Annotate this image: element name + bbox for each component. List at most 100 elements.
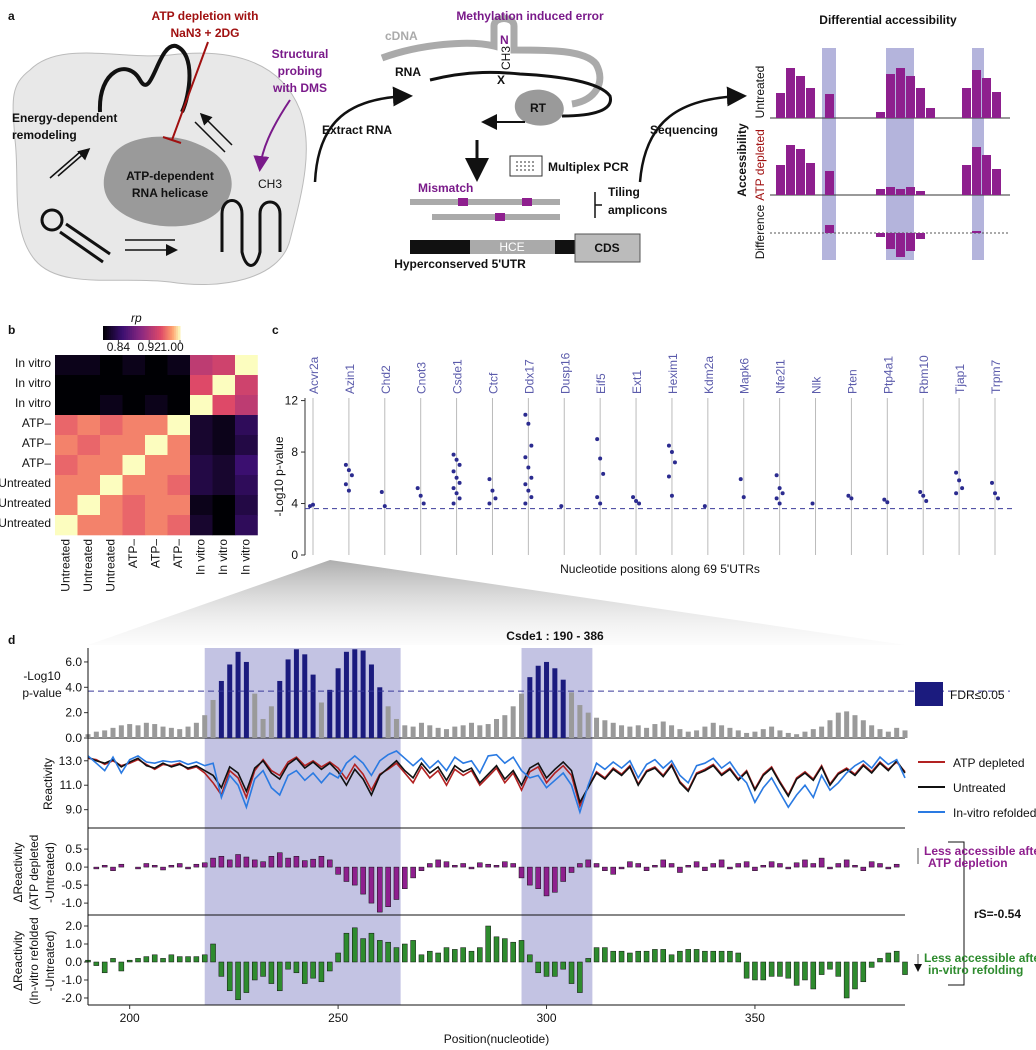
heatmap-cell	[77, 355, 101, 376]
point	[490, 488, 495, 493]
point	[598, 456, 603, 461]
bar	[251, 961, 258, 981]
bar	[226, 961, 233, 992]
heatmap-cell	[212, 455, 236, 476]
bar	[735, 730, 741, 738]
bar	[176, 956, 183, 963]
bar	[118, 961, 125, 972]
bar	[127, 724, 133, 738]
bar	[585, 712, 591, 738]
heatmap-cell	[77, 475, 101, 496]
label: with DMS	[272, 81, 327, 95]
colorbar-step	[137, 326, 141, 340]
gene-label: Dusp16	[558, 352, 572, 394]
bar	[235, 961, 241, 1001]
bar	[818, 961, 825, 975]
legend-swatch	[915, 682, 943, 706]
heatmap-cell	[145, 515, 168, 536]
col-label: In vitro	[194, 539, 208, 575]
label: NaN3 + 2DG	[170, 26, 239, 40]
heatmap-cell	[212, 415, 236, 436]
panel-label: b	[8, 323, 15, 337]
bar	[101, 961, 108, 974]
heatmap-cell	[122, 475, 146, 496]
bar	[877, 958, 883, 963]
bar	[902, 730, 908, 738]
bar	[352, 927, 358, 963]
bar	[377, 940, 383, 963]
colorbar-step	[158, 326, 162, 340]
col-label: In vitro	[239, 539, 253, 575]
y-tick-label: 0.0	[65, 731, 82, 745]
point	[990, 480, 994, 485]
heatmap-cell	[235, 475, 258, 496]
bar	[468, 722, 474, 738]
heatmap-cell	[212, 395, 236, 416]
bar	[885, 952, 892, 963]
y-tick-label: 12	[285, 394, 299, 408]
colorbar-step	[143, 326, 146, 340]
bar	[735, 863, 742, 868]
heatmap-cell	[190, 455, 213, 476]
label: Untreated	[753, 66, 767, 119]
label: CH3	[258, 177, 282, 191]
bar	[827, 961, 833, 970]
point	[918, 489, 923, 494]
bar	[602, 720, 608, 738]
bar	[460, 863, 466, 868]
bar	[652, 865, 658, 868]
label: ATP-dependent	[126, 169, 214, 183]
bar	[402, 866, 408, 889]
bar	[727, 950, 733, 963]
heatmap-cell	[100, 395, 123, 416]
point	[451, 469, 456, 474]
y-axis-label: ΔReactivity	[11, 842, 25, 902]
point	[451, 501, 456, 506]
y-axis-label: (In-vitro refolded	[27, 917, 41, 1004]
bar	[543, 866, 550, 897]
bar	[568, 866, 575, 873]
bar	[560, 679, 566, 738]
bar	[835, 863, 842, 868]
bar	[235, 651, 241, 738]
label: X	[497, 73, 505, 87]
bar	[352, 866, 358, 886]
point	[457, 480, 462, 485]
bar	[327, 961, 333, 972]
label: Structural	[272, 47, 329, 61]
y-axis-label: (ATP depleted	[27, 835, 41, 911]
colorbar-step	[168, 326, 171, 340]
col-label: Untreated	[59, 539, 73, 592]
heatmap-cell	[145, 435, 168, 456]
bar	[352, 649, 358, 738]
point	[601, 471, 606, 476]
bar	[752, 731, 758, 738]
colorbar-step	[106, 326, 110, 340]
point	[526, 488, 531, 493]
bar	[260, 718, 266, 738]
heatmap-cell	[122, 375, 146, 396]
point	[921, 493, 926, 498]
y-axis-label: -Untreated)	[43, 931, 57, 992]
bar	[335, 866, 341, 875]
heatmap-cell	[55, 355, 78, 376]
bar	[502, 861, 508, 868]
bar	[143, 956, 150, 963]
bar	[668, 863, 675, 868]
heatmap-cell	[100, 375, 123, 396]
bar	[385, 941, 391, 963]
panel-label: c	[272, 323, 279, 337]
bar	[193, 863, 200, 868]
x-tick-label: 300	[537, 1011, 557, 1025]
bar	[151, 954, 158, 963]
bar	[260, 961, 266, 977]
bar	[143, 863, 150, 868]
y-tick-label: 13.0	[59, 754, 83, 768]
colorbar-label: rp	[131, 311, 142, 325]
y-axis-label: p-value	[22, 686, 62, 700]
heatmap-cell	[190, 495, 213, 516]
y-tick-label: 0.0	[65, 955, 82, 969]
label: Energy-dependent	[12, 111, 117, 125]
bar	[802, 961, 808, 981]
x-axis-label: Position(nucleotide)	[444, 1032, 549, 1046]
